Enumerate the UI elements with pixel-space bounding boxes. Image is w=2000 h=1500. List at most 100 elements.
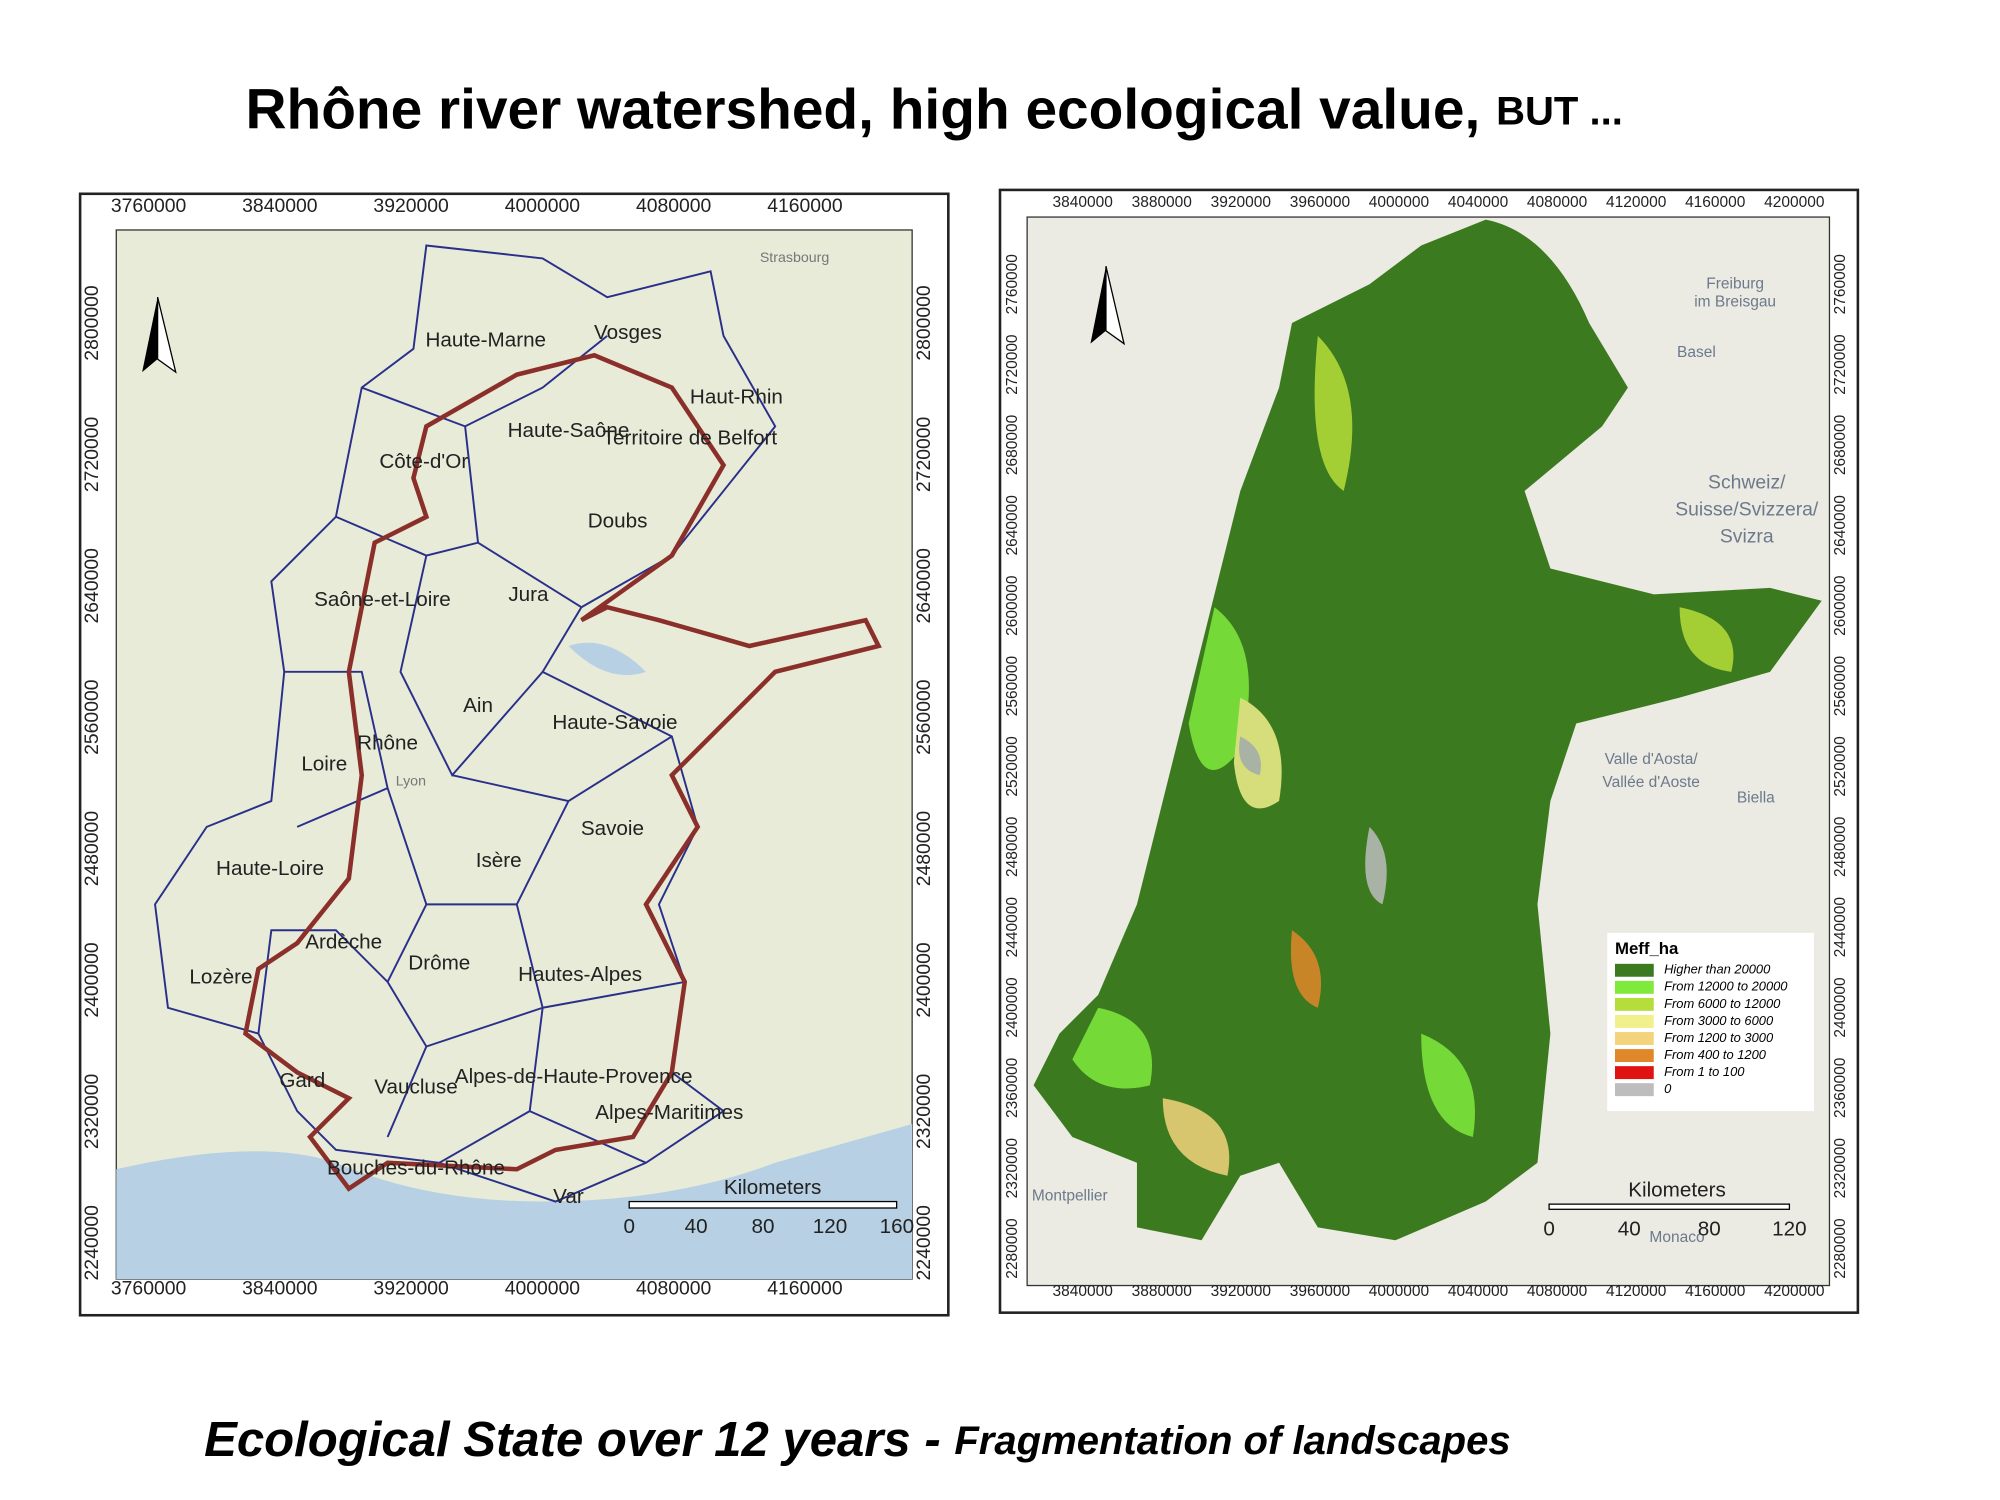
y-tick-label: 2400000 xyxy=(1004,977,1021,1038)
left-map-watershed xyxy=(242,352,882,1192)
y-tick-label: 2640000 xyxy=(81,548,103,624)
y-tick-label: 2240000 xyxy=(81,1205,103,1281)
region-label: Jura xyxy=(508,583,549,606)
scale-tick-label: 160 xyxy=(880,1215,914,1238)
y-tick-label: 2440000 xyxy=(1004,897,1021,958)
x-tick-label: 4160000 xyxy=(767,195,843,217)
x-tick-label: 4000000 xyxy=(1369,1283,1430,1300)
y-tick-label: 2320000 xyxy=(81,1073,103,1149)
region-label: Bouches-du-Rhône xyxy=(327,1157,505,1180)
scale-tick-label: 120 xyxy=(813,1215,847,1238)
x-tick-label: 4000000 xyxy=(505,1278,581,1300)
caption-suffix: Fragmentation of landscapes xyxy=(954,1419,1510,1463)
y-tick-label: 2680000 xyxy=(1832,414,1849,475)
x-tick-label: 3840000 xyxy=(1053,1283,1114,1300)
left-north-arrow xyxy=(156,297,177,374)
left-map-background xyxy=(115,229,913,1280)
title-main: Rhône river watershed, high ecological v… xyxy=(245,79,1480,142)
y-tick-label: 2400000 xyxy=(1832,977,1849,1038)
region-label: Côte-d'Or xyxy=(379,450,468,473)
place-label: Suisse/Svizzera/ xyxy=(1675,498,1819,520)
x-tick-label: 3920000 xyxy=(1211,194,1272,211)
y-tick-label: 2400000 xyxy=(81,942,103,1018)
x-tick-label: 3840000 xyxy=(1053,194,1114,211)
y-tick-label: 2600000 xyxy=(1004,575,1021,636)
region-label: Isère xyxy=(476,849,522,872)
scale-tick-label: 40 xyxy=(1618,1217,1641,1240)
legend-swatch xyxy=(1614,1083,1654,1097)
y-tick-label: 2680000 xyxy=(1004,414,1021,475)
legend-title: Meff_ha xyxy=(1615,939,1679,958)
x-tick-label: 4040000 xyxy=(1448,194,1509,211)
x-tick-label: 4120000 xyxy=(1606,194,1667,211)
scale-title: Kilometers xyxy=(724,1176,822,1199)
x-tick-label: 4160000 xyxy=(1685,194,1746,211)
scale-title: Kilometers xyxy=(1628,1179,1726,1202)
y-tick-label: 2480000 xyxy=(1004,816,1021,877)
y-tick-label: 2560000 xyxy=(913,679,935,755)
place-label: im Breisgau xyxy=(1694,293,1776,310)
scale-bar xyxy=(1548,1203,1791,1210)
region-label: Var xyxy=(553,1185,584,1208)
region-label: Ain xyxy=(463,694,493,717)
region-label: Haute-Saône xyxy=(508,419,630,442)
region-label: Territoire de Belfort xyxy=(603,427,778,450)
region-label: Haute-Savoie xyxy=(552,711,677,734)
x-tick-label: 3840000 xyxy=(242,195,318,217)
y-tick-label: 2280000 xyxy=(1832,1218,1849,1279)
x-tick-label: 3880000 xyxy=(1132,1283,1193,1300)
x-tick-label: 4080000 xyxy=(1527,194,1588,211)
region-label: Alpes-de-Haute-Provence xyxy=(455,1065,693,1088)
y-tick-label: 2760000 xyxy=(1832,254,1849,315)
region-label: Haut-Rhin xyxy=(690,385,783,408)
legend-swatch xyxy=(1614,1066,1654,1080)
y-tick-label: 2440000 xyxy=(1832,897,1849,958)
legend-label: 0 xyxy=(1664,1081,1672,1096)
left-map-departments xyxy=(154,244,777,1203)
x-tick-label: 4080000 xyxy=(636,195,712,217)
region-label: Doubs xyxy=(588,509,648,532)
y-tick-label: 2320000 xyxy=(1832,1138,1849,1199)
y-tick-label: 2600000 xyxy=(1832,575,1849,636)
x-tick-label: 4200000 xyxy=(1764,194,1825,211)
region-label: Alpes-Maritimes xyxy=(595,1101,743,1124)
legend-swatch xyxy=(1614,963,1654,977)
legend-label: From 12000 to 20000 xyxy=(1664,979,1788,994)
place-label: Freiburg xyxy=(1706,275,1764,292)
slide-caption: Ecological State over 12 years - Fragmen… xyxy=(204,1413,1511,1467)
right-map-watershed xyxy=(1033,219,1822,1241)
region-label: Saône-et-Loire xyxy=(314,588,451,611)
region-label: Vosges xyxy=(594,321,662,344)
y-tick-label: 2280000 xyxy=(1004,1218,1021,1279)
region-label: Loire xyxy=(301,752,347,775)
region-label: Vaucluse xyxy=(374,1075,457,1098)
scale-tick-label: 120 xyxy=(1772,1217,1806,1240)
x-tick-label: 3960000 xyxy=(1290,194,1351,211)
x-tick-label: 4000000 xyxy=(1369,194,1430,211)
legend-swatch xyxy=(1614,997,1654,1011)
y-tick-label: 2720000 xyxy=(1004,334,1021,395)
legend-label: From 1200 to 3000 xyxy=(1664,1030,1774,1045)
place-label: Biella xyxy=(1737,790,1775,807)
region-label: Lozère xyxy=(189,965,252,988)
caption-main: Ecological State over 12 years - xyxy=(204,1413,941,1467)
y-tick-label: 2760000 xyxy=(1004,254,1021,315)
scale-bar xyxy=(628,1200,898,1209)
x-tick-label: 4160000 xyxy=(767,1278,843,1300)
y-tick-label: 2560000 xyxy=(81,679,103,755)
region-label: Haute-Loire xyxy=(216,857,324,880)
x-tick-label: 3920000 xyxy=(373,195,449,217)
x-tick-label: 4080000 xyxy=(636,1278,712,1300)
x-tick-label: 4080000 xyxy=(1527,1283,1588,1300)
region-label: Rhône xyxy=(357,732,418,755)
y-tick-label: 2360000 xyxy=(1832,1057,1849,1118)
y-tick-label: 2480000 xyxy=(1832,816,1849,877)
region-label: Gard xyxy=(279,1069,325,1092)
y-tick-label: 2480000 xyxy=(81,811,103,887)
place-label: Montpellier xyxy=(1032,1187,1108,1204)
y-tick-label: 2800000 xyxy=(81,285,103,361)
x-tick-label: 3960000 xyxy=(1290,1283,1351,1300)
x-tick-label: 3880000 xyxy=(1132,194,1193,211)
